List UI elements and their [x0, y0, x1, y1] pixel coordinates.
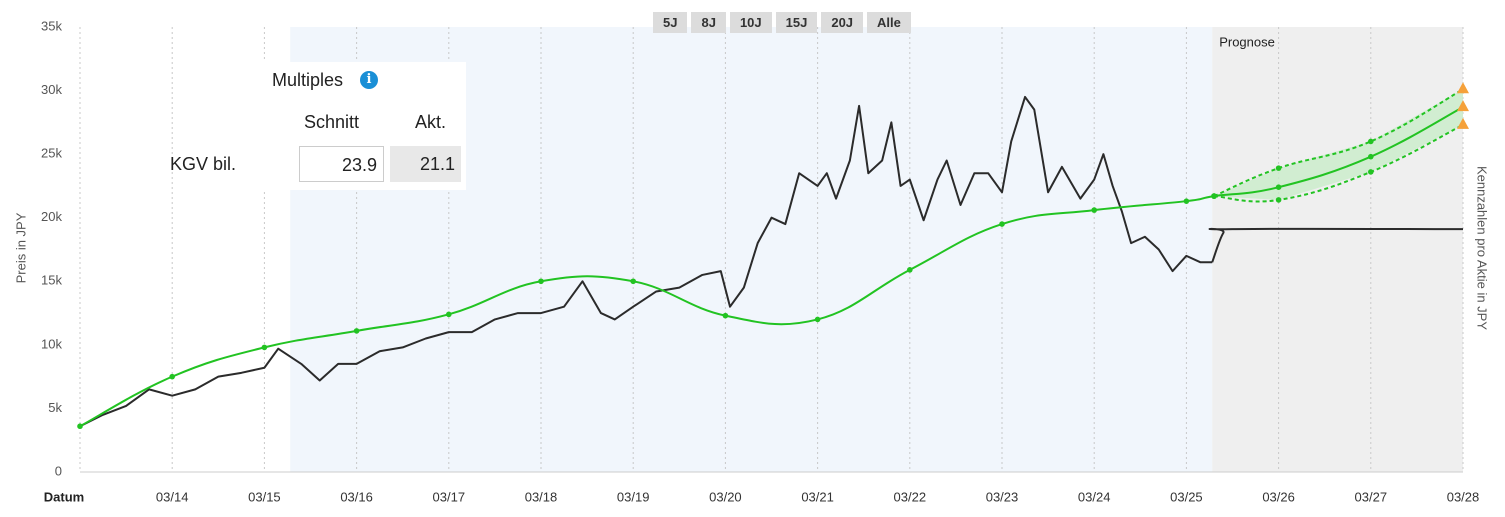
x-tick-label: 03/25: [1170, 489, 1203, 504]
x-tick-label: 03/23: [986, 489, 1019, 504]
info-icon[interactable]: i: [360, 71, 378, 89]
range-button[interactable]: 15J: [775, 12, 818, 33]
point: [630, 278, 636, 285]
range-button[interactable]: 8J: [691, 12, 726, 33]
end-marker: [1457, 117, 1469, 129]
point: [353, 328, 360, 334]
y-tick-label: 30k: [41, 82, 62, 97]
y-tick-label: 20k: [41, 209, 62, 224]
x-tick-label: 03/18: [525, 489, 558, 504]
y2-axis-label: Kennzahlen pro Aktie in JPY: [1475, 166, 1490, 330]
range-button[interactable]: 20J: [821, 12, 864, 33]
point: [1368, 169, 1374, 175]
x-tick-label: 03/21: [801, 489, 834, 504]
range-button[interactable]: Alle: [867, 12, 911, 33]
series-line: [1213, 88, 1464, 198]
point: [169, 373, 175, 380]
point: [1091, 207, 1097, 213]
series-line: [79, 106, 1464, 428]
point: [77, 423, 83, 430]
forecast-region: [1212, 27, 1463, 472]
series-line: [1208, 227, 1464, 263]
x-tick-label: 03/20: [709, 489, 742, 504]
point: [1211, 193, 1217, 199]
x-tick-label: 03/26: [1262, 489, 1295, 504]
x-tick-label: 03/22: [894, 489, 927, 504]
y-tick-label: 10k: [41, 336, 62, 351]
row-label: KGV bil.: [170, 154, 237, 174]
x-tick-label: 03/24: [1078, 489, 1111, 504]
series-line: [1213, 124, 1464, 203]
multiples-box: Multiples i Schnitt Akt. KGV bil. 23.9 2…: [170, 62, 466, 190]
x-tick-label: 03/19: [617, 489, 650, 504]
point: [1275, 165, 1282, 171]
range-button[interactable]: 10J: [729, 12, 772, 33]
point: [261, 344, 268, 351]
point: [1275, 197, 1282, 203]
y-tick-label: 25k: [41, 146, 62, 161]
value-cell: 21.1: [390, 146, 461, 182]
point: [1275, 184, 1282, 190]
point: [1183, 198, 1190, 204]
x-tick-label: 03/28: [1447, 489, 1480, 504]
value-cell: 23.9: [299, 146, 384, 182]
series-line: [79, 95, 1213, 428]
point: [907, 267, 913, 273]
point: [999, 221, 1005, 227]
y-tick-label: 15k: [41, 273, 62, 288]
x-tick-label: 03/14: [156, 489, 189, 504]
x-tick-label: 03/15: [248, 489, 281, 504]
multiples-title: Multiples: [272, 70, 344, 90]
point: [814, 316, 821, 323]
y-axis-label: Preis in JPY: [13, 212, 28, 283]
range-button[interactable]: 5J: [653, 12, 688, 33]
forecast-band: [1214, 89, 1463, 200]
plot-layer: Prognose 0 5k 10k 15k 20k 25k 30k 35k 03/14 03/15 0…: [41, 18, 1479, 504]
point: [1368, 138, 1374, 145]
point: [722, 312, 729, 319]
x-tick-label: 03/16: [340, 489, 373, 504]
point: [538, 278, 544, 285]
point: [446, 311, 452, 318]
x-tick-label: 03/17: [433, 489, 466, 504]
column-header: Schnitt: [304, 112, 360, 132]
x-tick-label: 03/27: [1355, 489, 1388, 504]
y-tick-label: 5k: [48, 400, 62, 415]
point: [1368, 153, 1374, 160]
forecast-label: Prognose: [1219, 34, 1275, 49]
range-buttons: 5J 8J 10J 15J 20J Alle: [653, 12, 911, 33]
y-tick-label: 35k: [41, 18, 62, 33]
end-marker: [1457, 82, 1469, 94]
column-header: Akt.: [415, 112, 447, 132]
end-marker: [1457, 100, 1469, 112]
y-tick-label: 0: [55, 463, 62, 478]
x-axis-label: Datum: [44, 489, 84, 504]
